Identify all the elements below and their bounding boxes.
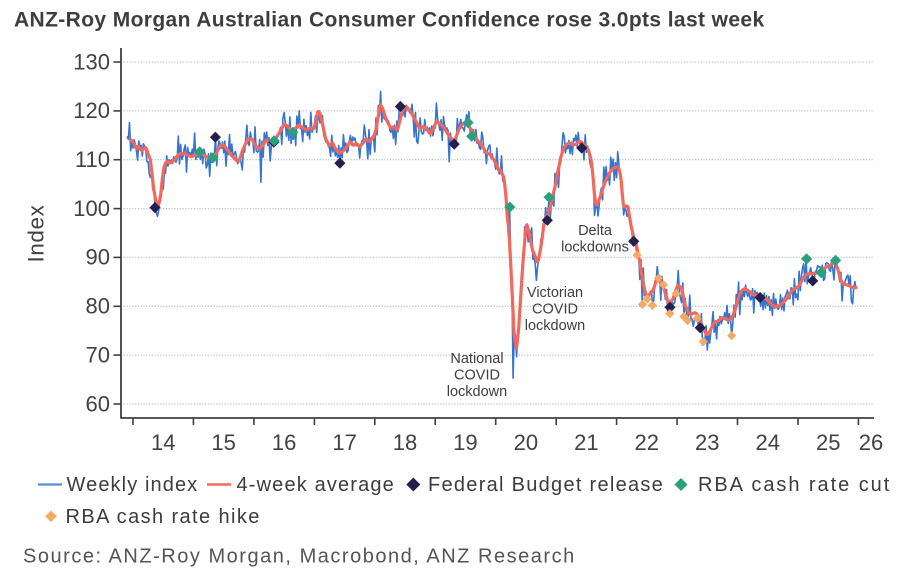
svg-text:16: 16 <box>272 430 296 455</box>
svg-text:25: 25 <box>816 430 840 455</box>
svg-text:lockdown: lockdown <box>525 318 585 334</box>
svg-text:Federal Budget release: Federal Budget release <box>428 474 664 496</box>
svg-text:Victorian: Victorian <box>527 285 583 301</box>
svg-text:80: 80 <box>86 294 110 319</box>
svg-text:23: 23 <box>695 430 719 455</box>
svg-text:100: 100 <box>73 196 110 221</box>
svg-text:130: 130 <box>73 49 110 74</box>
svg-text:26: 26 <box>859 430 883 455</box>
svg-text:Delta: Delta <box>578 223 613 239</box>
svg-text:60: 60 <box>86 391 110 416</box>
svg-text:90: 90 <box>86 245 110 270</box>
svg-text:lockdowns: lockdowns <box>561 240 629 256</box>
svg-text:15: 15 <box>211 430 235 455</box>
svg-text:18: 18 <box>393 430 417 455</box>
svg-text:4-week average: 4-week average <box>237 474 395 496</box>
svg-text:14: 14 <box>151 430 175 455</box>
svg-text:COVID: COVID <box>532 302 578 318</box>
svg-text:19: 19 <box>453 430 477 455</box>
svg-text:24: 24 <box>755 430 779 455</box>
svg-text:17: 17 <box>332 430 356 455</box>
svg-text:110: 110 <box>75 147 110 172</box>
svg-text:70: 70 <box>86 342 110 367</box>
svg-text:120: 120 <box>73 98 110 123</box>
svg-text:20: 20 <box>514 430 538 455</box>
svg-text:21: 21 <box>574 430 598 455</box>
svg-text:ANZ-Roy Morgan Australian Cons: ANZ-Roy Morgan Australian Consumer Confi… <box>14 9 765 32</box>
svg-text:National: National <box>450 351 503 367</box>
svg-text:Weekly index: Weekly index <box>67 474 199 496</box>
svg-text:RBA cash rate hike: RBA cash rate hike <box>66 506 261 528</box>
svg-text:Source: ANZ-Roy Morgan, Macrob: Source: ANZ-Roy Morgan, Macrobond, ANZ R… <box>23 546 576 568</box>
svg-text:COVID: COVID <box>454 368 500 384</box>
svg-text:lockdown: lockdown <box>447 384 507 400</box>
svg-text:22: 22 <box>635 430 659 455</box>
svg-text:RBA cash rate cut: RBA cash rate cut <box>698 474 891 496</box>
svg-text:Index: Index <box>24 204 49 262</box>
